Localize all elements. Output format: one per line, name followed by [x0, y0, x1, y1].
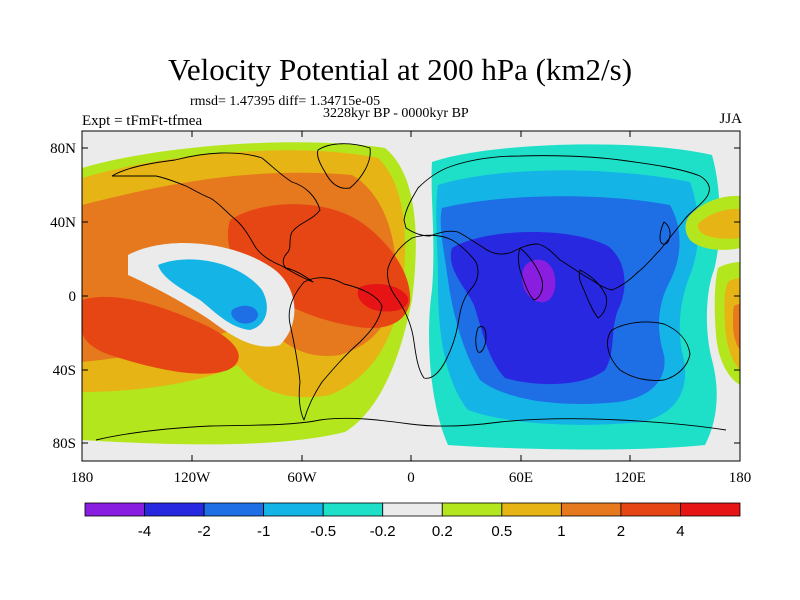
- colorbar-label: 0.5: [491, 523, 512, 540]
- rmsd-diff-stats: rmsd= 1.47395 diff= 1.34715e-05: [190, 94, 381, 109]
- colorbar-swatch: [203, 502, 265, 517]
- coastline-eurasia: [403, 155, 710, 291]
- colorbar-label: -0.5: [310, 523, 336, 540]
- lat-label: 80S: [53, 436, 76, 452]
- colorbar-swatch: [84, 502, 145, 517]
- contour-level-negative-1-west: [231, 305, 258, 324]
- colorbar-swatch: [620, 502, 681, 517]
- coastline-southeast-asia: [578, 269, 607, 319]
- coastline-madagascar: [475, 325, 487, 353]
- longitude-axis: 180 120W 60W 0 60E 120E 180: [71, 131, 752, 486]
- contour-level-negative-2: [450, 231, 625, 385]
- lon-label: 60E: [509, 470, 533, 486]
- coastline-antarctica: [95, 417, 727, 441]
- lon-label: 180: [729, 470, 752, 486]
- lon-label: 120E: [614, 470, 646, 486]
- colorbar-swatch: [441, 502, 503, 517]
- coastline-south-america: [288, 277, 383, 421]
- colorbar-label: 1: [557, 523, 565, 540]
- season-label: JJA: [719, 111, 742, 127]
- lon-label: 180: [71, 470, 94, 486]
- coastline-india: [518, 247, 543, 301]
- colorbar-swatch: [322, 502, 384, 517]
- colorbar-swatch: [501, 502, 562, 517]
- coastline-africa: [387, 234, 479, 379]
- lon-label: 120W: [174, 470, 212, 486]
- colorbar-label: -1: [257, 523, 270, 540]
- contour-level-positive-4: [357, 284, 409, 312]
- colorbar-swatch: [263, 502, 324, 517]
- contour-level-positive-2-south: [82, 296, 239, 374]
- colorbar-swatch: [680, 502, 741, 517]
- lat-label: 0: [69, 289, 77, 305]
- lat-label: 80N: [50, 141, 76, 157]
- lon-label: 60W: [287, 470, 317, 486]
- contour-level-negative-4: [522, 259, 556, 303]
- colorbar-label: -2: [197, 523, 210, 540]
- coastline-australia: [607, 321, 691, 381]
- lat-label: 40N: [50, 215, 76, 231]
- colorbar: -4 -2 -1 -0.5 -0.2 0.2 0.5 1 2 4: [84, 502, 741, 540]
- time-period-label: 3228kyr BP - 0000kyr BP: [323, 106, 469, 121]
- latitude-axis: 80N 40N 0 40S 80S: [50, 141, 740, 452]
- colorbar-swatch: [382, 502, 443, 517]
- contour-level-positive-0.5-east: [697, 208, 740, 239]
- contour-level-positive-1-east-south: [733, 304, 740, 350]
- colorbar-swatch: [144, 502, 205, 517]
- coastline-greenland: [317, 143, 371, 189]
- contour-level-positive-0.5-east-south: [724, 278, 740, 370]
- colorbar-label: 4: [676, 523, 684, 540]
- experiment-label: Expt = tFmFt-tfmea: [82, 113, 203, 129]
- map-title: Velocity Potential at 200 hPa (km2/s): [167, 52, 633, 87]
- colorbar-label: -0.2: [370, 523, 396, 540]
- coastlines: [95, 143, 727, 441]
- colorbar-label: 2: [617, 523, 625, 540]
- contour-field: [82, 131, 740, 461]
- colorbar-label: -4: [138, 523, 151, 540]
- lon-label: 0: [407, 470, 415, 486]
- colorbar-swatch: [560, 502, 622, 517]
- coastline-north-america: [111, 152, 321, 283]
- colorbar-label: 0.2: [432, 523, 453, 540]
- coastline-japan: [659, 221, 671, 245]
- lat-label: 40S: [53, 363, 76, 379]
